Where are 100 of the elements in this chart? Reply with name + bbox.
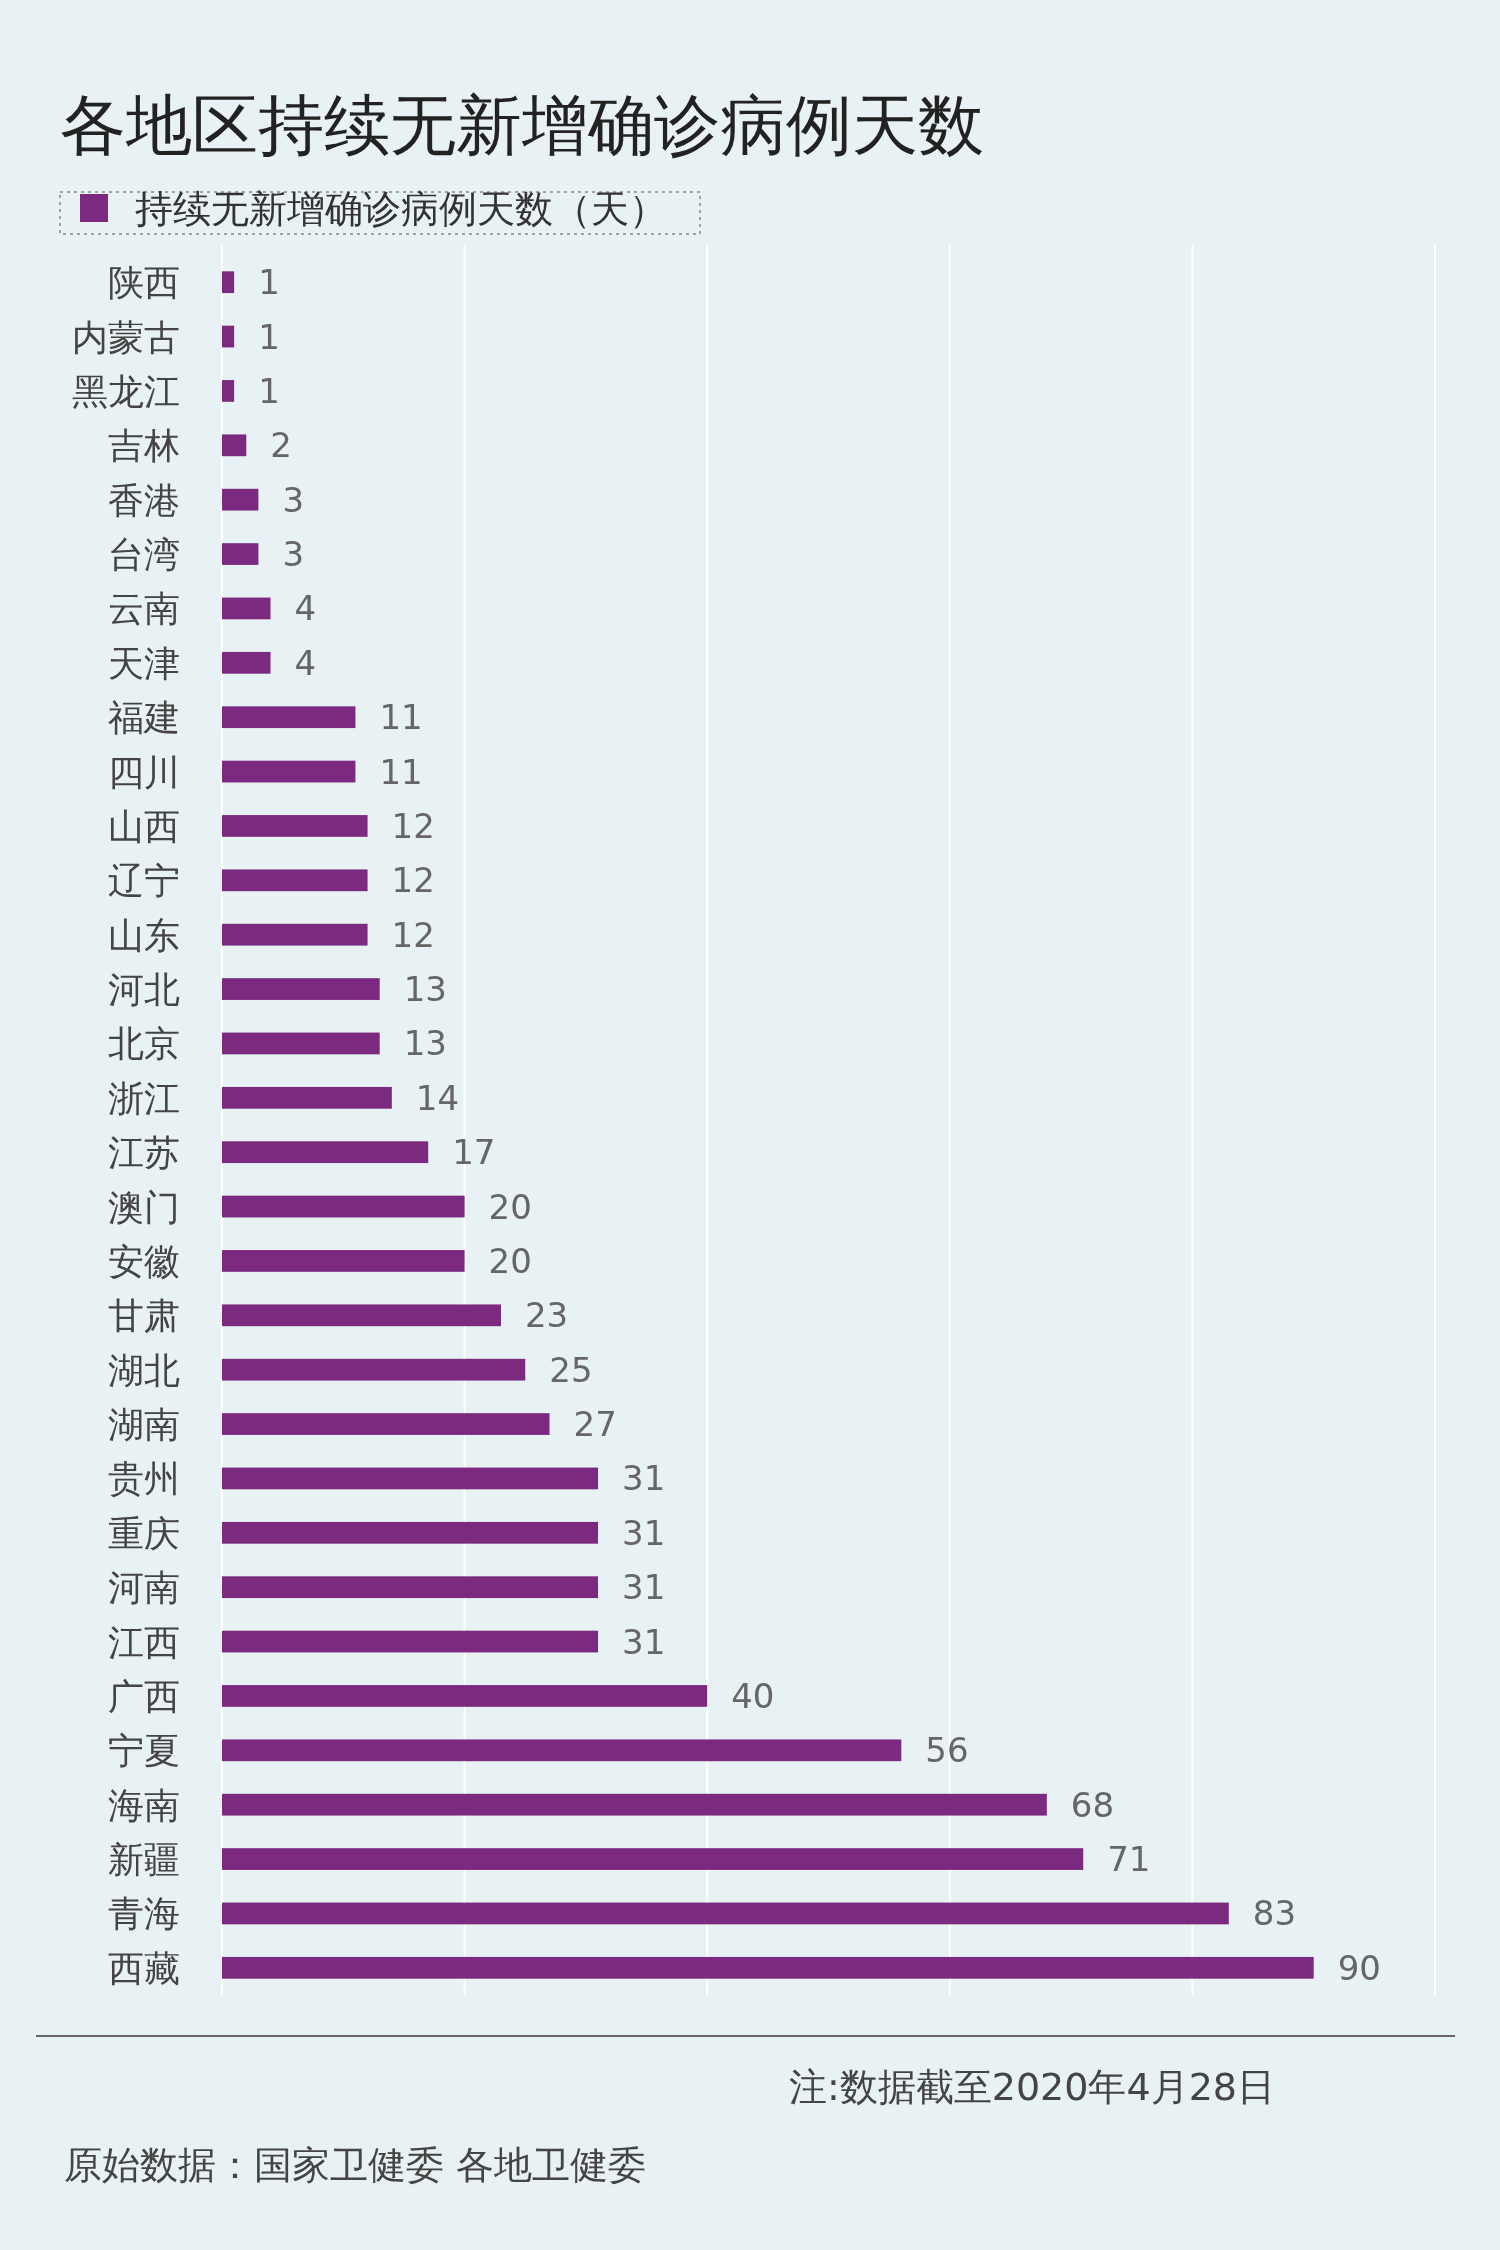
- y-tick-label: 新疆: [108, 1839, 180, 1881]
- bar: [222, 1848, 1084, 1870]
- y-tick-label: 湖北: [108, 1349, 180, 1391]
- legend-label: 持续无新增确诊病例天数（天）: [135, 187, 667, 231]
- data-label: 13: [403, 969, 447, 1010]
- bar: [222, 1521, 599, 1544]
- data-label: 1: [258, 316, 280, 357]
- y-tick-label: 河南: [108, 1567, 180, 1609]
- bar: [222, 271, 235, 294]
- y-tick-label: 四川: [108, 751, 180, 793]
- bar: [222, 869, 368, 892]
- data-label: 17: [452, 1132, 496, 1173]
- y-tick-label: 安徽: [108, 1240, 180, 1282]
- data-label: 31: [622, 1512, 666, 1553]
- bar: [222, 1956, 1314, 1979]
- y-tick-label: 福建: [108, 697, 180, 739]
- bar: [222, 1304, 501, 1327]
- bar: [222, 1739, 902, 1762]
- text: 注:数据截至2020年4月28日: [788, 2065, 1275, 2109]
- bar: [222, 1793, 1047, 1816]
- bar: [222, 434, 247, 457]
- y-tick-label: 内蒙古: [72, 316, 180, 358]
- y-tick-label: 山西: [108, 805, 180, 847]
- y-tick-label: 天津: [108, 642, 180, 684]
- data-label: 20: [488, 1240, 532, 1281]
- y-tick-label: 台湾: [108, 534, 180, 576]
- data-label: 40: [731, 1675, 775, 1716]
- bar: [222, 1902, 1229, 1925]
- y-tick-label: 浙江: [108, 1077, 180, 1119]
- bar: [222, 1141, 429, 1164]
- data-label: 4: [294, 642, 317, 683]
- y-tick-label: 海南: [108, 1784, 180, 1826]
- bar: [222, 1685, 708, 1707]
- bar: [222, 1086, 392, 1109]
- y-tick-label: 黑龙江: [72, 370, 180, 412]
- data-label: 31: [622, 1458, 666, 1499]
- data-label: 71: [1107, 1839, 1151, 1880]
- bar: [222, 1250, 465, 1272]
- data-label: 13: [403, 1023, 447, 1064]
- data-label: 4: [294, 588, 317, 629]
- text: 原始数据：国家卫健委 各地卫健委: [64, 2143, 647, 2187]
- bar: [222, 380, 235, 402]
- bar: [222, 597, 271, 620]
- bar: [222, 1032, 380, 1055]
- bar: [222, 978, 380, 1000]
- bar: [222, 760, 356, 783]
- data-label: 14: [415, 1077, 460, 1118]
- y-tick-label: 山东: [108, 914, 180, 956]
- data-label: 23: [524, 1295, 569, 1336]
- data-label: 2: [270, 425, 292, 466]
- y-tick-label: 陕西: [108, 262, 180, 304]
- y-tick-label: 香港: [108, 479, 180, 521]
- bar: [222, 1576, 599, 1599]
- bar: [222, 1413, 550, 1435]
- data-label: 1: [258, 262, 280, 303]
- bar: [222, 1467, 599, 1490]
- bar: [222, 1358, 526, 1381]
- y-tick-label: 江苏: [108, 1132, 180, 1174]
- data-label: 25: [549, 1349, 593, 1390]
- data-label: 68: [1070, 1784, 1115, 1825]
- bar: [222, 543, 259, 565]
- data-label: 56: [925, 1730, 969, 1771]
- data-label: 1: [258, 370, 280, 411]
- bar: [222, 1630, 599, 1653]
- y-tick-label: 广西: [108, 1675, 180, 1717]
- bar: [222, 325, 235, 348]
- bar: [222, 488, 259, 511]
- data-label: 27: [573, 1404, 617, 1445]
- data-label: 11: [379, 697, 423, 738]
- y-tick-label: 云南: [108, 588, 180, 630]
- y-tick-label: 重庆: [108, 1512, 180, 1554]
- y-tick-label: 辽宁: [108, 860, 180, 902]
- data-label: 31: [622, 1621, 666, 1662]
- y-tick-label: 湖南: [108, 1404, 180, 1446]
- bar: [222, 1195, 465, 1218]
- y-tick-label: 澳门: [108, 1186, 180, 1228]
- bar: [222, 651, 271, 674]
- y-tick-label: 青海: [108, 1893, 180, 1935]
- data-label: 12: [391, 805, 435, 846]
- bar: [222, 815, 368, 837]
- data-label: 3: [282, 479, 305, 520]
- data-label: 12: [391, 914, 435, 955]
- y-tick-label: 北京: [108, 1023, 180, 1065]
- bar: [222, 923, 368, 946]
- y-tick-label: 贵州: [108, 1458, 180, 1500]
- data-label: 3: [282, 534, 305, 575]
- data-label: 12: [391, 860, 435, 901]
- y-tick-label: 宁夏: [108, 1730, 180, 1772]
- data-label: 11: [379, 751, 423, 792]
- data-label: 90: [1337, 1947, 1381, 1988]
- y-tick-label: 江西: [108, 1621, 180, 1663]
- y-tick-label: 西藏: [108, 1947, 180, 1989]
- y-tick-label: 吉林: [108, 425, 180, 467]
- data-label: 20: [488, 1186, 532, 1227]
- y-tick-label: 河北: [108, 969, 180, 1011]
- bar: [222, 706, 356, 729]
- data-label: 83: [1252, 1893, 1297, 1934]
- chart-title: 各地区持续无新增确诊病例天数: [60, 87, 984, 164]
- data-label: 31: [622, 1567, 666, 1608]
- y-tick-label: 甘肃: [108, 1295, 180, 1337]
